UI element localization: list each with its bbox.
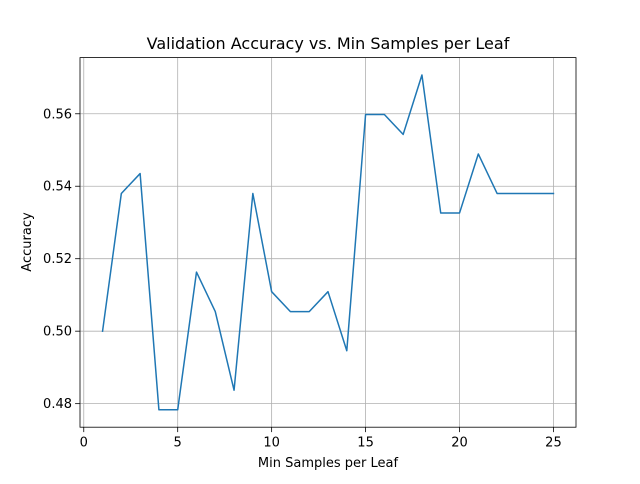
y-tick-label: 0.56 (43, 107, 72, 122)
x-tick-label: 5 (174, 436, 182, 451)
y-tick-label: 0.48 (43, 397, 72, 412)
x-tick-label: 10 (263, 436, 280, 451)
x-tick-label: 0 (80, 436, 88, 451)
x-tick-label: 15 (357, 436, 374, 451)
x-axis-label: Min Samples per Leaf (258, 456, 399, 471)
x-tick-label: 25 (545, 436, 562, 451)
x-tick-label: 20 (451, 436, 468, 451)
y-tick-label: 0.52 (43, 252, 72, 267)
y-tick-label: 0.50 (43, 325, 72, 340)
y-axis-label: Accuracy (20, 212, 35, 272)
chart-title: Validation Accuracy vs. Min Samples per … (147, 34, 510, 53)
y-tick-label: 0.54 (43, 180, 72, 195)
